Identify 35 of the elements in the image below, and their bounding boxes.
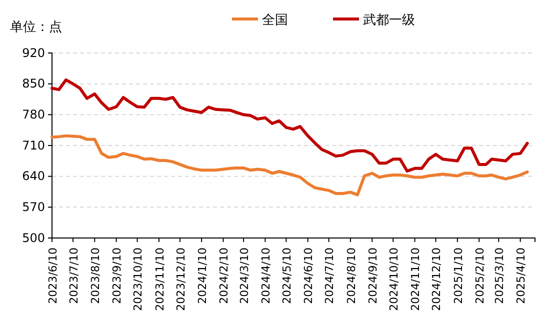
line-series <box>50 78 529 173</box>
x-tick-label: 2025/2/10 <box>473 248 486 304</box>
x-tick-label: 2024/8/10 <box>344 248 358 304</box>
line-series <box>50 134 529 196</box>
x-tick-label: 2023/8/10 <box>89 248 102 304</box>
x-tick-label: 2024/9/10 <box>366 248 380 304</box>
x-tick-label: 2024/6/10 <box>302 248 316 304</box>
x-tick-label: 2024/4/10 <box>260 248 273 304</box>
y-tick-label: 500 <box>22 230 45 245</box>
x-tick-label: 2024/1/10 <box>196 248 209 304</box>
x-tick-label: 2024/7/10 <box>323 248 336 304</box>
y-tick-label: 780 <box>22 108 45 122</box>
x-tick-label: 2024/12/10 <box>430 248 444 311</box>
x-tick-label: 2023/10/10 <box>132 248 145 311</box>
x-tick-label: 2023/11/10 <box>153 248 166 311</box>
x-tick-label: 2024/3/10 <box>238 248 251 304</box>
y-tick-label: 570 <box>22 200 45 214</box>
x-tick-label: 2025/4/10 <box>514 248 528 304</box>
x-tick-label: 2024/10/10 <box>388 248 401 311</box>
x-tick-label: 2024/11/10 <box>409 248 422 311</box>
x-tick-label: 2024/2/10 <box>218 248 231 304</box>
y-tick-label: 640 <box>22 169 45 184</box>
x-tick-label: 2023/9/10 <box>110 248 124 304</box>
y-axis-title: 单位：点 <box>10 20 62 35</box>
x-tick-label: 2023/7/10 <box>67 248 80 304</box>
x-tick-label: 2025/1/10 <box>452 248 465 304</box>
x-tick-label: 2023/12/10 <box>174 248 188 311</box>
legend-label: 武都一级 <box>363 13 415 28</box>
y-tick-label: 920 <box>22 46 45 60</box>
y-tick-label: 850 <box>22 76 45 91</box>
x-tick-label: 2025/3/10 <box>493 248 506 304</box>
x-tick-label: 2023/6/10 <box>46 248 60 304</box>
x-tick-label: 2024/5/10 <box>280 248 294 304</box>
legend-label: 全国 <box>262 13 288 28</box>
y-tick-label: 710 <box>22 138 45 152</box>
